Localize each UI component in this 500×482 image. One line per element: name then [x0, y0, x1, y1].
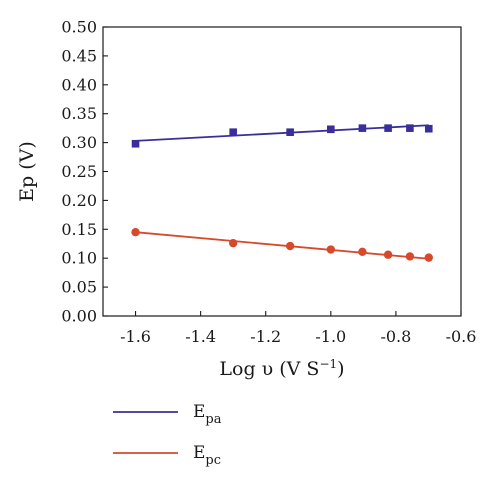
data-point-pa: [286, 128, 294, 136]
y-tick-label: 0.50: [61, 18, 97, 37]
plot-data: [131, 124, 433, 262]
axes: 0.00 0.05 0.10 0.15 0.20 0.25 0.30 0.35 0.40 0.45…: [16, 18, 476, 381]
data-point-pc: [358, 247, 367, 257]
y-tick-label: 0.05: [61, 278, 97, 297]
data-point-pc: [131, 227, 140, 237]
data-point-pa: [424, 124, 433, 133]
x-tick-label: -1.6: [120, 327, 151, 346]
legend-item-pc: Epc: [113, 443, 221, 468]
x-tick-label: -0.8: [380, 327, 411, 346]
y-tick-label: 0.00: [61, 307, 97, 326]
plot-frame: [102, 26, 462, 317]
y-tick-label: 0.45: [61, 46, 97, 65]
data-point-pa: [406, 124, 414, 132]
x-tick-label: -1.2: [250, 327, 281, 346]
y-tick-label: 0.20: [61, 191, 97, 210]
y-axis-title: Ep (V): [16, 141, 38, 202]
x-axis-title: Log υ (V S−1): [219, 357, 344, 380]
x-tick-label: -1.4: [185, 327, 216, 346]
data-point-pc: [383, 250, 393, 259]
y-tick-label: 0.25: [61, 162, 97, 181]
legend: Epa Epc: [113, 402, 222, 468]
y-tick-label: 0.15: [61, 220, 97, 239]
fit-line-pa: [135, 124, 429, 142]
series-pc: [131, 227, 433, 262]
series-pa: [131, 124, 433, 148]
x-tick-label: -0.6: [446, 327, 477, 346]
fit-line-pc: [135, 231, 429, 260]
y-tick-label: 0.10: [61, 249, 97, 268]
data-point-pa: [327, 125, 335, 134]
data-point-pa: [358, 124, 367, 132]
data-point-pc: [326, 245, 336, 254]
y-tick-label: 0.30: [61, 133, 97, 152]
data-point-pc: [424, 253, 433, 262]
y-tick-label: 0.35: [61, 104, 97, 123]
data-point-pa: [229, 128, 237, 136]
legend-item-pa: Epa: [113, 402, 222, 427]
legend-label: Epc: [193, 443, 221, 468]
x-tick-label: -1.0: [315, 327, 346, 346]
data-point-pc: [285, 241, 295, 251]
y-tick-label: 0.40: [61, 75, 97, 94]
data-point-pc: [405, 252, 415, 261]
data-point-pc: [228, 238, 238, 248]
legend-label: Epa: [193, 402, 222, 427]
data-point-pa: [384, 124, 392, 132]
data-point-pa: [131, 139, 140, 148]
